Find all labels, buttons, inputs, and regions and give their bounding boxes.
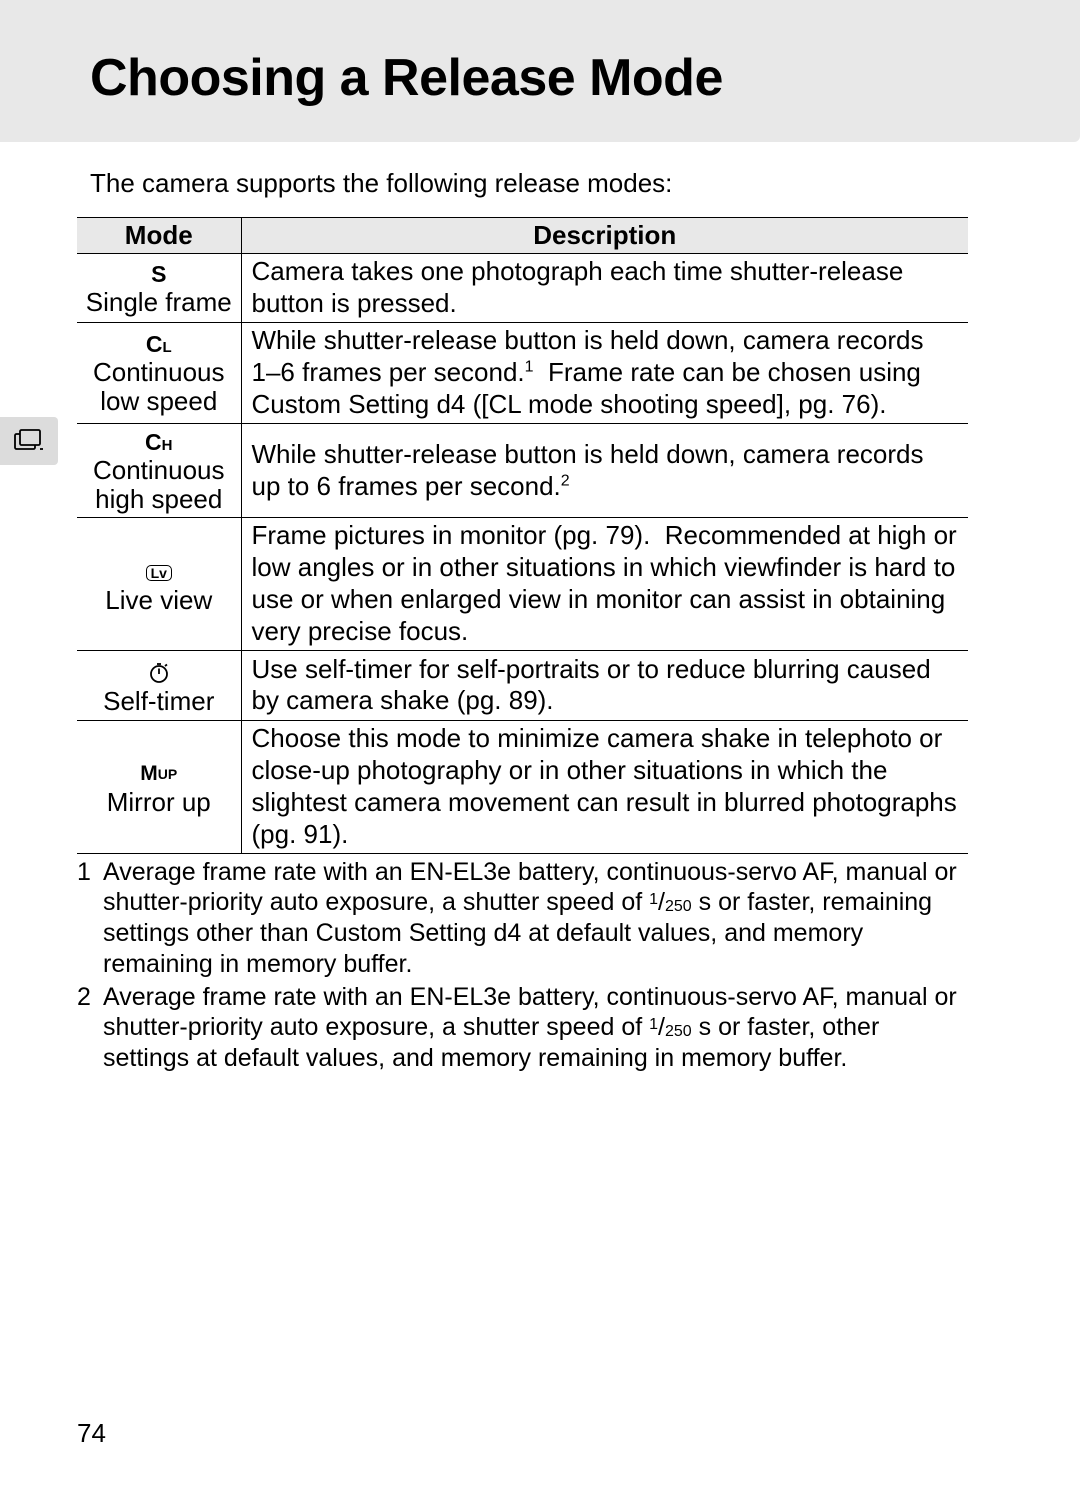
- footnote-num: 2: [77, 982, 103, 1074]
- mode-label: Single frame: [83, 288, 235, 317]
- side-tab-icon: [0, 417, 58, 465]
- modes-table: Mode Description SSingle frameCamera tak…: [77, 217, 968, 854]
- mode-cell: SSingle frame: [77, 254, 241, 323]
- page-title: Choosing a Release Mode: [90, 48, 1080, 108]
- table-row: CLContinuouslow speedWhile shutter-relea…: [77, 322, 968, 423]
- mode-label: Continuouslow speed: [83, 358, 235, 415]
- col-description: Description: [241, 218, 968, 254]
- table-row: MUPMirror upChoose this mode to minimize…: [77, 720, 968, 853]
- mode-cell: MUPMirror up: [77, 720, 241, 853]
- table-row: LvLive viewFrame pictures in monitor (pg…: [77, 518, 968, 651]
- mode-cell: CHContinuoushigh speed: [77, 423, 241, 517]
- footnote: 1Average frame rate with an EN-EL3e batt…: [77, 857, 968, 980]
- footnotes: 1Average frame rate with an EN-EL3e batt…: [77, 857, 968, 1074]
- col-mode: Mode: [77, 218, 241, 254]
- table-row: Self-timerUse self-timer for self-portra…: [77, 651, 968, 721]
- description-cell: While shutter-release button is held dow…: [241, 423, 968, 517]
- mode-cell: CLContinuouslow speed: [77, 322, 241, 423]
- description-cell: While shutter-release button is held dow…: [241, 322, 968, 423]
- table-row: CHContinuoushigh speedWhile shutter-rele…: [77, 423, 968, 517]
- header-band: Choosing a Release Mode: [0, 0, 1080, 142]
- footnote-text: Average frame rate with an EN-EL3e batte…: [103, 982, 968, 1074]
- mode-label: Self-timer: [83, 687, 235, 716]
- mode-label: Mirror up: [83, 788, 235, 817]
- mode-cell: LvLive view: [77, 518, 241, 651]
- description-cell: Use self-timer for self-portraits or to …: [241, 651, 968, 721]
- footnote-num: 1: [77, 857, 103, 980]
- mode-label: Live view: [83, 586, 235, 615]
- description-cell: Choose this mode to minimize camera shak…: [241, 720, 968, 853]
- table-row: SSingle frameCamera takes one photograph…: [77, 254, 968, 323]
- table-header-row: Mode Description: [77, 218, 968, 254]
- page: Choosing a Release Mode The camera suppo…: [0, 0, 1080, 1487]
- intro-text: The camera supports the following releas…: [90, 168, 1080, 199]
- modes-table-wrap: Mode Description SSingle frameCamera tak…: [77, 217, 968, 854]
- footnote: 2Average frame rate with an EN-EL3e batt…: [77, 982, 968, 1074]
- page-number: 74: [77, 1418, 106, 1449]
- mode-label: Continuoushigh speed: [83, 456, 235, 513]
- description-cell: Camera takes one photograph each time sh…: [241, 254, 968, 323]
- modes-table-body: SSingle frameCamera takes one photograph…: [77, 254, 968, 854]
- mode-cell: Self-timer: [77, 651, 241, 721]
- footnote-text: Average frame rate with an EN-EL3e batte…: [103, 857, 968, 980]
- description-cell: Frame pictures in monitor (pg. 79). Reco…: [241, 518, 968, 651]
